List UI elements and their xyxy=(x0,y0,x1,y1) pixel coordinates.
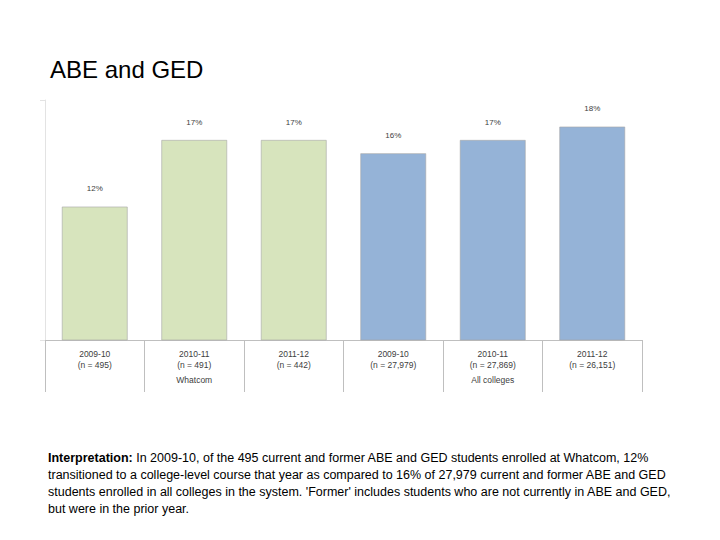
svg-text:17%: 17% xyxy=(485,118,501,127)
svg-text:(n = 442): (n = 442) xyxy=(277,360,311,370)
svg-text:18%: 18% xyxy=(584,104,600,113)
svg-text:2011-12: 2011-12 xyxy=(278,349,309,359)
svg-text:(n = 27,979): (n = 27,979) xyxy=(370,360,416,370)
svg-text:2010-11: 2010-11 xyxy=(179,349,210,359)
svg-text:Whatcom: Whatcom xyxy=(176,375,212,385)
svg-text:(n = 495): (n = 495) xyxy=(78,360,112,370)
svg-text:(n = 26,151): (n = 26,151) xyxy=(569,360,615,370)
svg-text:All colleges: All colleges xyxy=(471,375,514,385)
svg-text:(n = 27,869): (n = 27,869) xyxy=(470,360,516,370)
svg-text:17%: 17% xyxy=(186,118,202,127)
svg-text:17%: 17% xyxy=(286,118,302,127)
svg-text:ABE and GED: ABE and GED xyxy=(50,56,203,83)
svg-text:2009-10: 2009-10 xyxy=(79,349,110,359)
html-text:Interpretation: In 2009-10, of: Interpretation: In 2009-10, of the 495 c… xyxy=(48,451,671,516)
svg-text:16%: 16% xyxy=(385,131,401,140)
svg-text:12%: 12% xyxy=(87,184,103,193)
svg-text:(n = 491): (n = 491) xyxy=(177,360,211,370)
svg-text:2011-12: 2011-12 xyxy=(577,349,608,359)
svg-text:2009-10: 2009-10 xyxy=(378,349,409,359)
svg-text:2010-11: 2010-11 xyxy=(477,349,508,359)
